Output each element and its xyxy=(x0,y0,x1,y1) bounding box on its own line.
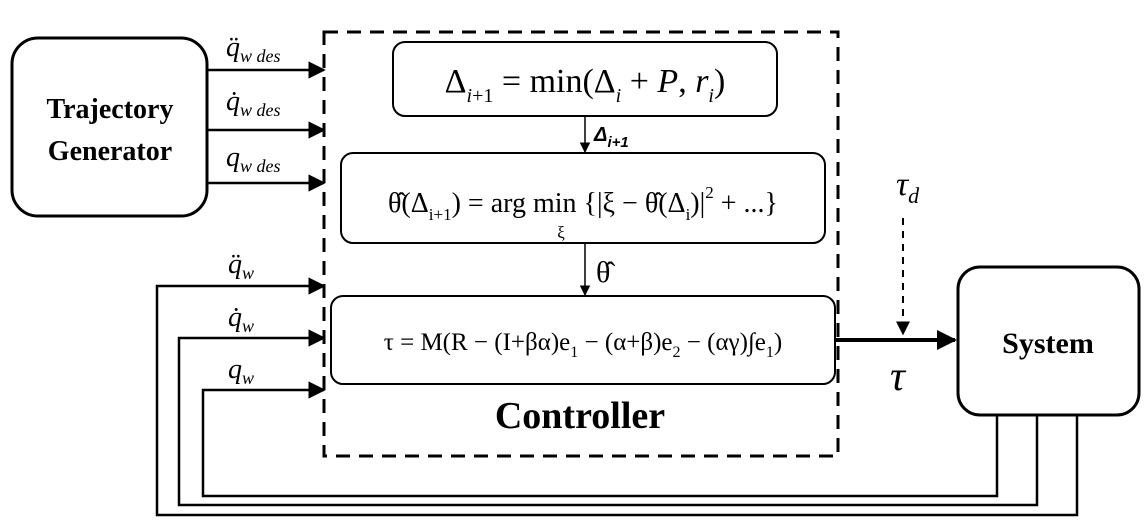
trajectory-generator-block: Trajectory Generator xyxy=(10,36,209,218)
theta-hat-label: θ̂ xyxy=(596,256,615,289)
argmin-subscript: ξ xyxy=(557,223,565,242)
system-block: System xyxy=(956,265,1141,417)
controller-block: Controller xyxy=(322,30,840,458)
tau-label: τ xyxy=(890,354,907,400)
trajectory-generator-label-1: Trajectory xyxy=(47,94,174,125)
feedback-paths xyxy=(155,277,1079,517)
tau-d-label: τd xyxy=(896,166,920,208)
theta-estimate-box: θ̂(Δi+1) = arg min {|ξ − θ̂(Δi)|2 + ...}… xyxy=(340,152,826,244)
delta-next-label: Δi+1 xyxy=(593,124,629,151)
torque-law-equation: τ = M(R − (I+βα)e1 − (α+β)e2 − (αγ)∫e1) xyxy=(384,329,782,361)
desired-signals: q̈w des q̇w des qw des xyxy=(208,32,326,192)
delta-update-box: Δi+1 = min(Δi + P, ri) xyxy=(392,41,778,117)
system-label: System xyxy=(1002,327,1094,360)
torque-law-box: τ = M(R − (I+βα)e1 − (α+β)e2 − (αγ)∫e1) xyxy=(330,295,836,385)
q-des-label: qw des xyxy=(226,142,281,176)
qd-label: q̇w xyxy=(228,302,254,336)
controller-label: Controller xyxy=(495,395,665,437)
qdd-des-label: q̈w des xyxy=(226,32,281,66)
delta-update-equation: Δi+1 = min(Δi + P, ri) xyxy=(445,63,726,107)
q-label: qw xyxy=(228,354,254,388)
trajectory-generator-label-2: Generator xyxy=(48,136,172,167)
qd-des-label: q̇w des xyxy=(226,86,281,120)
theta-estimate-equation: θ̂(Δi+1) = arg min {|ξ − θ̂(Δi)|2 + ...} xyxy=(388,183,778,224)
qdd-label: q̈w xyxy=(228,249,254,283)
